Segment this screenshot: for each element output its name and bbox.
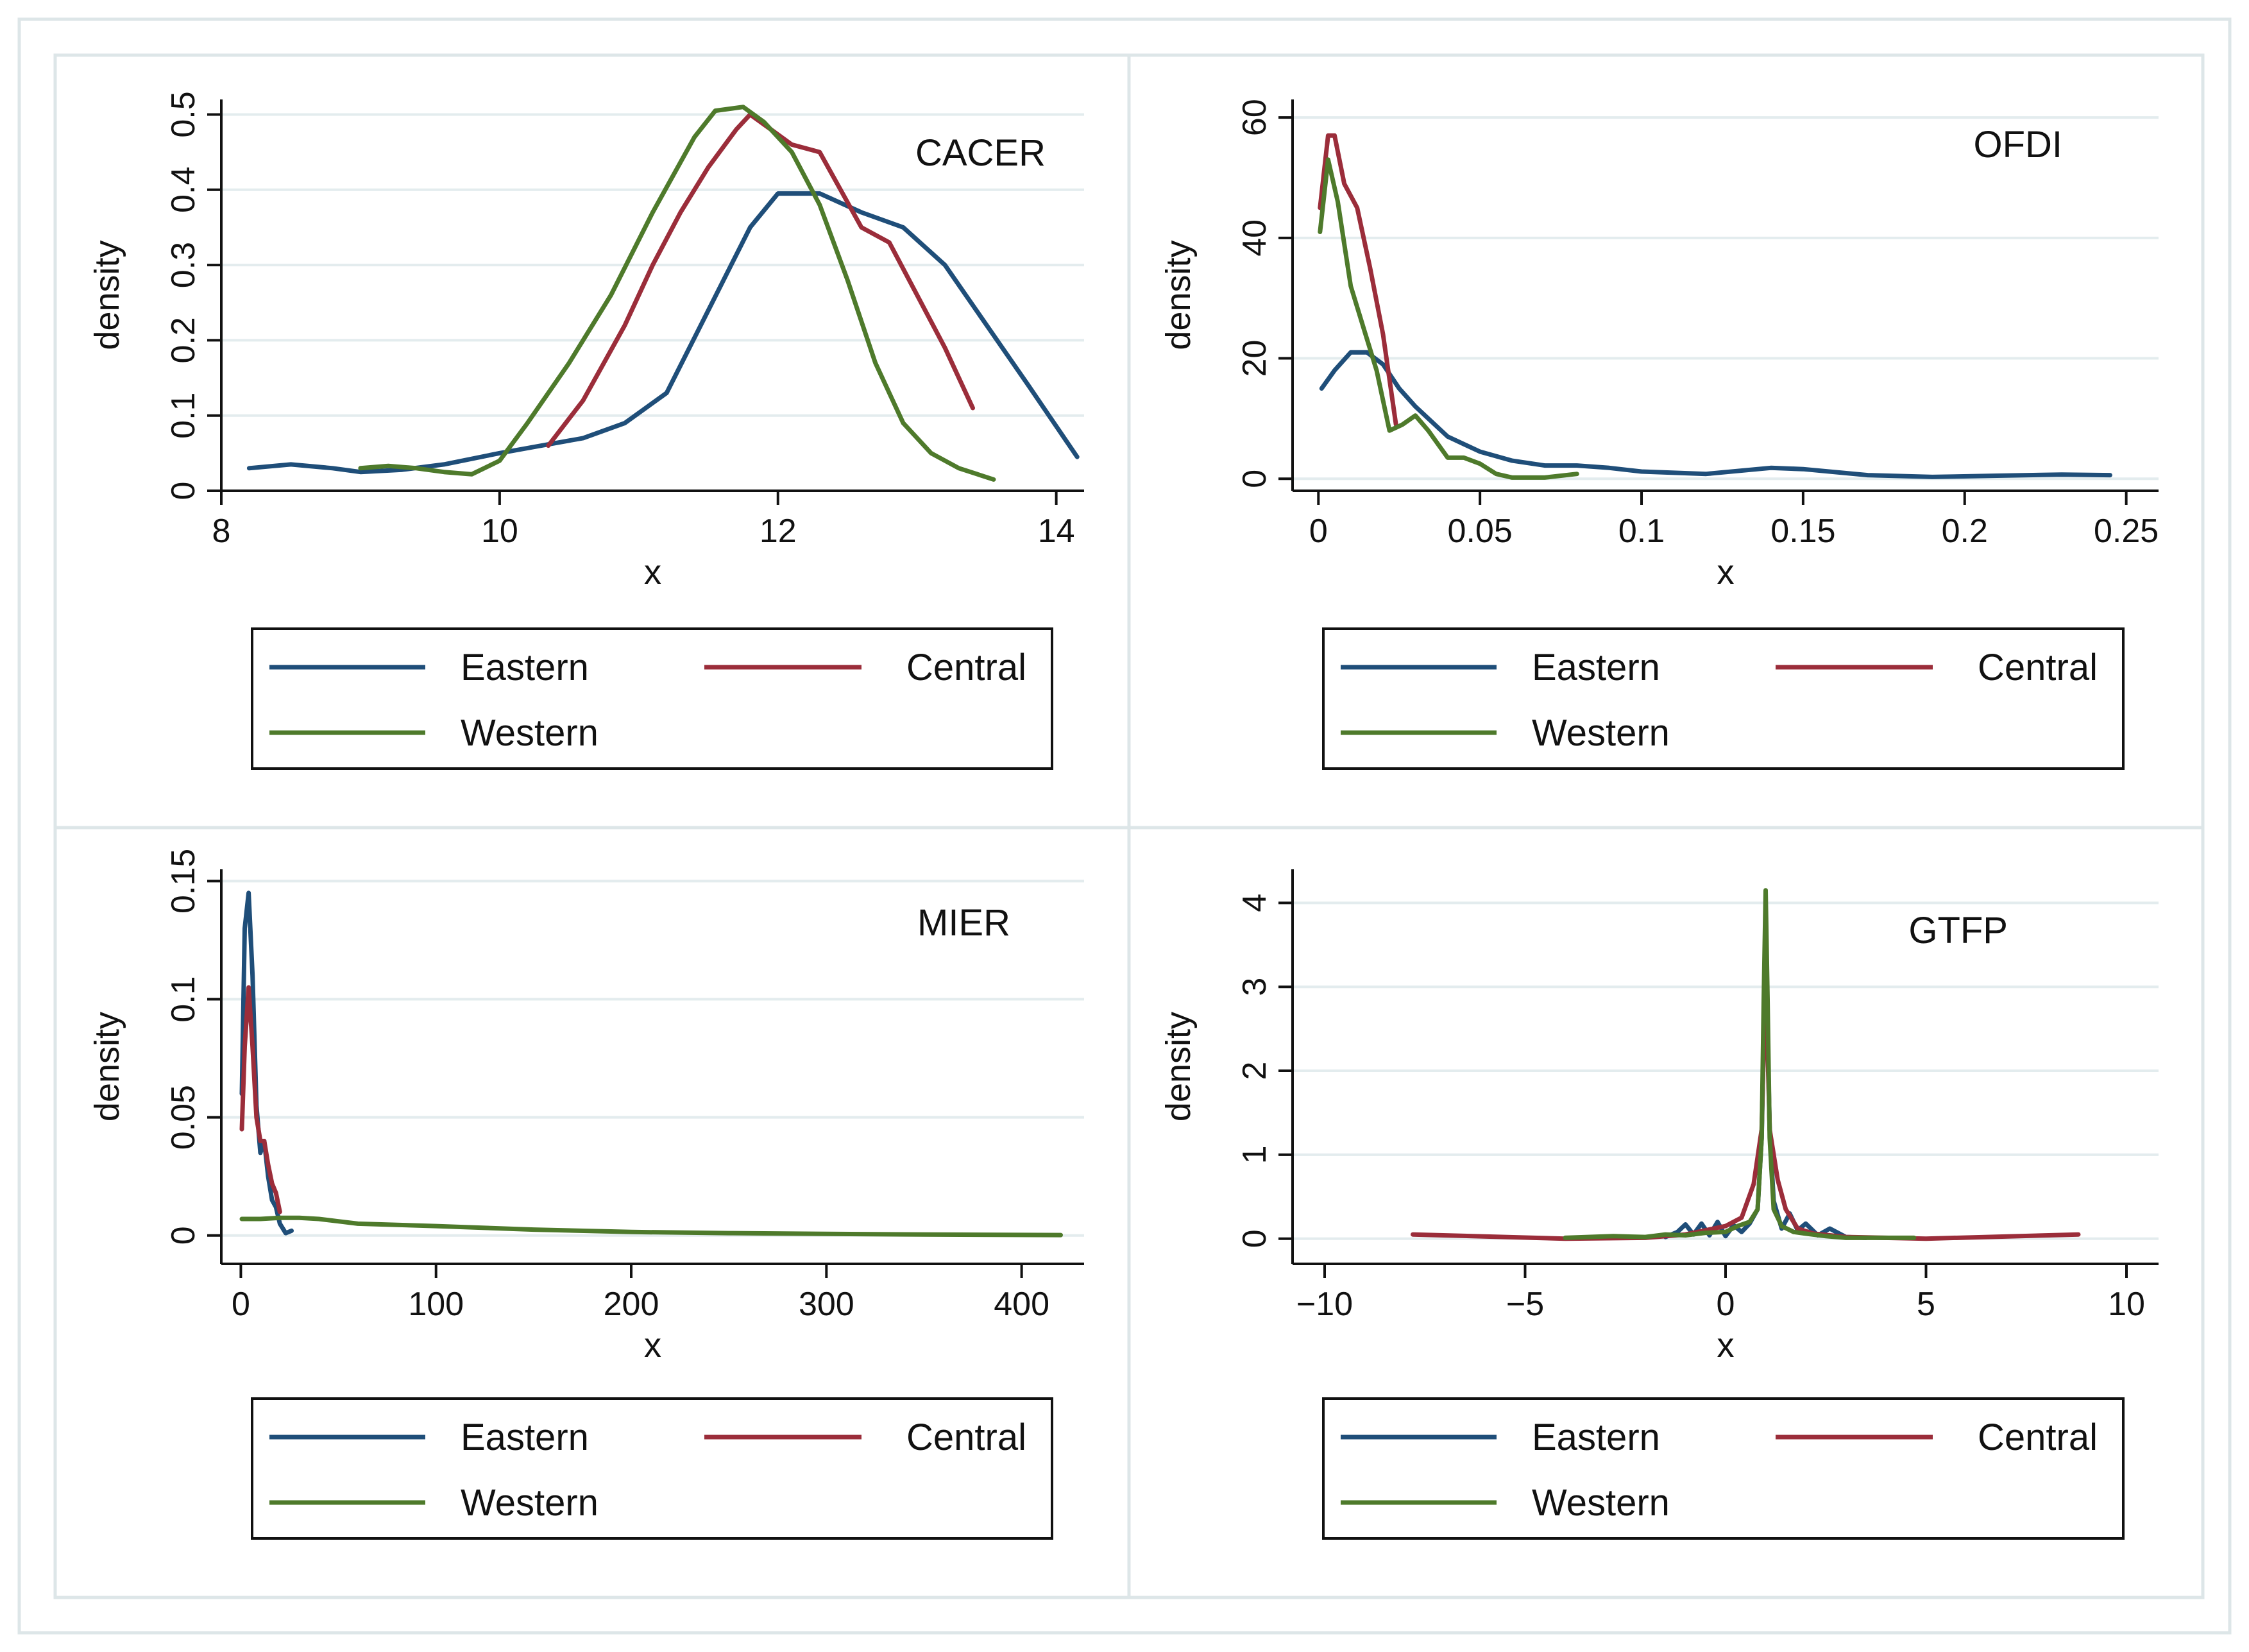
y-axis-label: density: [1159, 240, 1198, 350]
panel-cacer: 0 0.1 0.2 0.3 0.4 0.5 8 10 12 14 x density CACER East…: [53, 53, 1131, 830]
y-tick-label: 0.05: [165, 1085, 202, 1150]
legend-box: [1322, 627, 2125, 770]
y-tick-label: 0: [1236, 470, 1273, 488]
legend-box: [251, 1397, 1053, 1540]
y-tick-label: 0: [165, 482, 202, 500]
panel-title: OFDI: [1973, 124, 2062, 166]
y-axis-label: density: [88, 1012, 126, 1121]
panel-title: GTFP: [1908, 910, 2008, 951]
legend-label-western: Western: [1532, 712, 1670, 754]
panel-frame: [1127, 826, 2205, 1599]
x-tick-label: 0.1: [1618, 513, 1665, 550]
legend-label-eastern: Eastern: [461, 1417, 589, 1458]
legend-label-eastern: Eastern: [461, 647, 589, 688]
x-axis-label: x: [644, 553, 661, 592]
x-tick-label: 10: [481, 513, 518, 550]
legend-label-central: Central: [1978, 647, 2098, 688]
series-line-central: [1318, 133, 1398, 427]
x-tick-label: 12: [760, 513, 797, 550]
x-tick-label: 200: [604, 1286, 659, 1323]
y-tick-label: 0.2: [165, 317, 202, 363]
y-tick-label: 0.1: [165, 393, 202, 439]
x-tick-label: 0.2: [1942, 513, 1988, 550]
legend-label-central: Central: [906, 1417, 1026, 1458]
legend-label-central: Central: [1978, 1417, 2098, 1458]
x-axis-label: x: [644, 1326, 661, 1365]
y-tick-label: 2: [1236, 1062, 1273, 1080]
y-tick-label: 0.15: [165, 849, 202, 914]
panel-mier: 0 0.05 0.1 0.15 0 100 200 300 400 x density MIER Eas…: [53, 826, 1131, 1599]
legend-label-western: Western: [461, 1482, 598, 1524]
y-tick-label: 0: [1236, 1229, 1273, 1248]
legend-label-eastern: Eastern: [1532, 647, 1660, 688]
x-tick-label: 0: [1717, 1286, 1735, 1323]
y-tick-label: 0.5: [165, 91, 202, 137]
x-tick-label: 0.05: [1448, 513, 1513, 550]
figure-frame: [17, 17, 2232, 1635]
x-axis-label: x: [1717, 1326, 1735, 1365]
x-tick-label: −10: [1296, 1286, 1353, 1323]
legend-label-central: Central: [906, 647, 1026, 688]
x-tick-label: 8: [212, 513, 231, 550]
x-tick-label: 0: [232, 1286, 250, 1323]
series-line-western: [1563, 888, 1917, 1240]
x-tick-label: 0.15: [1770, 513, 1835, 550]
x-tick-label: −5: [1506, 1286, 1544, 1323]
y-tick-label: 4: [1236, 894, 1273, 912]
x-tick-label: 14: [1038, 513, 1075, 550]
legend-label-eastern: Eastern: [1532, 1417, 1660, 1458]
y-tick-label: 3: [1236, 978, 1273, 996]
series-line-western: [358, 105, 996, 482]
x-tick-label: 300: [799, 1286, 854, 1323]
y-tick-label: 20: [1236, 340, 1273, 377]
series-line-central: [239, 985, 282, 1214]
y-axis-label: density: [1159, 1012, 1198, 1121]
y-tick-label: 60: [1236, 99, 1273, 136]
x-tick-label: 10: [2108, 1286, 2145, 1323]
x-axis-label: x: [1717, 553, 1735, 592]
series-line-western: [1318, 157, 1579, 480]
y-axis-label: density: [88, 240, 126, 350]
y-tick-label: 40: [1236, 219, 1273, 257]
y-tick-label: 0: [165, 1226, 202, 1245]
series-line-western: [239, 1215, 1063, 1238]
panel-title: MIER: [917, 902, 1010, 944]
panel-title: CACER: [915, 132, 1046, 174]
legend-label-western: Western: [461, 712, 598, 754]
x-tick-label: 100: [408, 1286, 464, 1323]
legend-box: [1322, 1397, 2125, 1540]
y-tick-label: 0.1: [165, 976, 202, 1022]
y-tick-label: 0.4: [165, 167, 202, 213]
series-line-eastern: [246, 191, 1080, 475]
panel-gtfp: 0 1 2 3 4 −10 −5 0 5 10 x density GTFP Eastern Central…: [1127, 826, 2205, 1599]
y-tick-label: 0.3: [165, 242, 202, 288]
panel-ofdi: 0 20 40 60 0 0.05 0.1 0.15 0.2 0.25 x density OFDI Ea…: [1127, 53, 2205, 830]
legend-box: [251, 627, 1053, 770]
y-tick-label: 1: [1236, 1145, 1273, 1164]
legend-label-western: Western: [1532, 1482, 1670, 1524]
x-tick-label: 0.25: [2094, 513, 2159, 550]
x-tick-label: 5: [1917, 1286, 1935, 1323]
x-tick-label: 0: [1309, 513, 1328, 550]
x-tick-label: 400: [994, 1286, 1049, 1323]
